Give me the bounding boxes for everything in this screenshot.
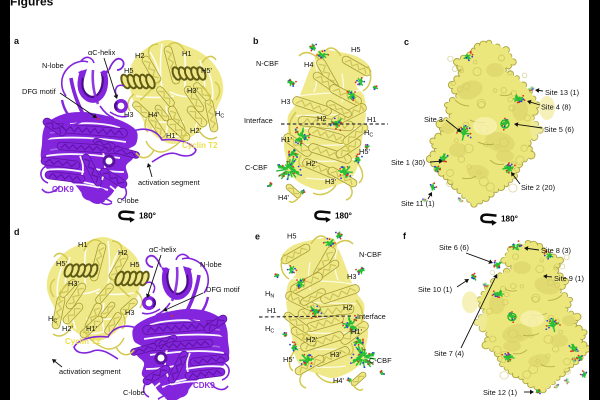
svg-text:Site 5 (6): Site 5 (6) [544, 125, 574, 134]
svg-text:Site 9 (1): Site 9 (1) [554, 274, 584, 283]
svg-text:H5': H5' [56, 259, 67, 268]
svg-text:αC-helix: αC-helix [149, 245, 177, 254]
svg-text:H1': H1' [281, 135, 292, 144]
svg-text:H4': H4' [333, 376, 344, 385]
svg-text:CDK9: CDK9 [193, 381, 215, 390]
svg-text:H5': H5' [201, 66, 212, 75]
svg-text:Cyclin T2: Cyclin T2 [65, 337, 101, 346]
svg-text:Site 6 (6): Site 6 (6) [439, 243, 469, 252]
svg-text:H5: H5 [130, 260, 139, 269]
svg-text:H1': H1' [166, 131, 177, 140]
svg-text:N-CBF: N-CBF [256, 59, 279, 68]
svg-text:αC-helix: αC-helix [88, 48, 116, 57]
svg-text:H1: H1 [78, 240, 87, 249]
svg-text:H4: H4 [304, 60, 313, 69]
svg-text:activation segment: activation segment [138, 178, 200, 187]
svg-text:H1: H1 [182, 49, 191, 58]
svg-text:H3': H3' [325, 177, 336, 186]
svg-text:H1: H1 [367, 115, 376, 124]
svg-text:N-lobe: N-lobe [42, 61, 64, 70]
svg-text:H3': H3' [68, 279, 79, 288]
svg-text:DFG motif: DFG motif [206, 285, 241, 294]
svg-text:H4': H4' [278, 193, 289, 202]
svg-text:C-lobe: C-lobe [123, 388, 145, 397]
svg-text:Site 3: Site 3 [424, 115, 443, 124]
svg-text:H3: H3 [125, 308, 134, 317]
svg-text:H2': H2' [306, 159, 317, 168]
svg-text:CDK9: CDK9 [52, 185, 74, 194]
svg-text:N-lobe: N-lobe [200, 260, 222, 269]
svg-text:activation segment: activation segment [59, 367, 121, 376]
svg-text:H3: H3 [281, 97, 290, 106]
svg-text:Site 10 (1): Site 10 (1) [418, 285, 452, 294]
svg-text:b: b [253, 36, 259, 46]
svg-text:HC: HC [48, 314, 57, 325]
svg-text:H5: H5 [124, 66, 133, 75]
svg-text:HC: HC [364, 128, 373, 139]
svg-text:H5': H5' [283, 355, 294, 364]
svg-text:H3': H3' [330, 350, 341, 359]
svg-text:Interface: Interface [357, 312, 386, 321]
svg-text:Site 12 (1): Site 12 (1) [483, 388, 517, 397]
svg-text:Cyclin T2: Cyclin T2 [182, 141, 218, 150]
svg-text:HN: HN [265, 289, 274, 300]
svg-text:H1': H1' [351, 327, 362, 336]
svg-text:H2: H2 [343, 303, 352, 312]
svg-text:H3: H3 [124, 110, 133, 119]
svg-text:C-CBF: C-CBF [245, 163, 268, 172]
svg-text:H2': H2' [62, 324, 73, 333]
svg-text:a: a [14, 36, 20, 46]
svg-text:H2: H2 [135, 51, 144, 60]
svg-text:H1': H1' [86, 324, 97, 333]
svg-text:H3: H3 [347, 272, 356, 281]
svg-text:Site 11 (1): Site 11 (1) [401, 199, 435, 208]
svg-text:HC: HC [215, 109, 224, 120]
svg-text:Site 8 (3): Site 8 (3) [541, 246, 571, 255]
svg-text:e: e [255, 232, 260, 242]
svg-text:Interface: Interface [244, 116, 273, 125]
svg-text:H1: H1 [267, 306, 276, 315]
svg-text:Site 1 (30): Site 1 (30) [391, 158, 425, 167]
svg-text:Site 13 (1): Site 13 (1) [545, 88, 579, 97]
svg-text:H5': H5' [359, 147, 370, 156]
svg-text:H3': H3' [187, 86, 198, 95]
svg-text:H2': H2' [306, 335, 317, 344]
svg-text:180°: 180° [501, 215, 518, 224]
svg-text:Site 7 (4): Site 7 (4) [434, 349, 464, 358]
svg-text:d: d [14, 227, 20, 237]
svg-text:H5: H5 [287, 232, 296, 241]
svg-text:180°: 180° [335, 212, 352, 221]
svg-text:H4': H4' [148, 110, 159, 119]
svg-text:C-lobe: C-lobe [117, 196, 139, 205]
svg-text:Figures: Figures [10, 0, 54, 9]
svg-text:H2: H2 [118, 248, 127, 257]
svg-text:c: c [404, 37, 409, 47]
svg-text:Site 2 (20): Site 2 (20) [521, 183, 555, 192]
svg-text:Site 4 (8): Site 4 (8) [541, 103, 571, 112]
svg-text:H2: H2 [317, 114, 326, 123]
svg-text:C-CBF: C-CBF [369, 356, 392, 365]
svg-text:f: f [403, 231, 407, 241]
svg-text:DFG motif: DFG motif [22, 87, 57, 96]
svg-text:HC: HC [265, 324, 274, 335]
svg-text:180°: 180° [139, 212, 156, 221]
svg-text:H2': H2' [190, 126, 201, 135]
svg-text:H5: H5 [351, 45, 360, 54]
svg-text:N-CBF: N-CBF [359, 250, 382, 259]
